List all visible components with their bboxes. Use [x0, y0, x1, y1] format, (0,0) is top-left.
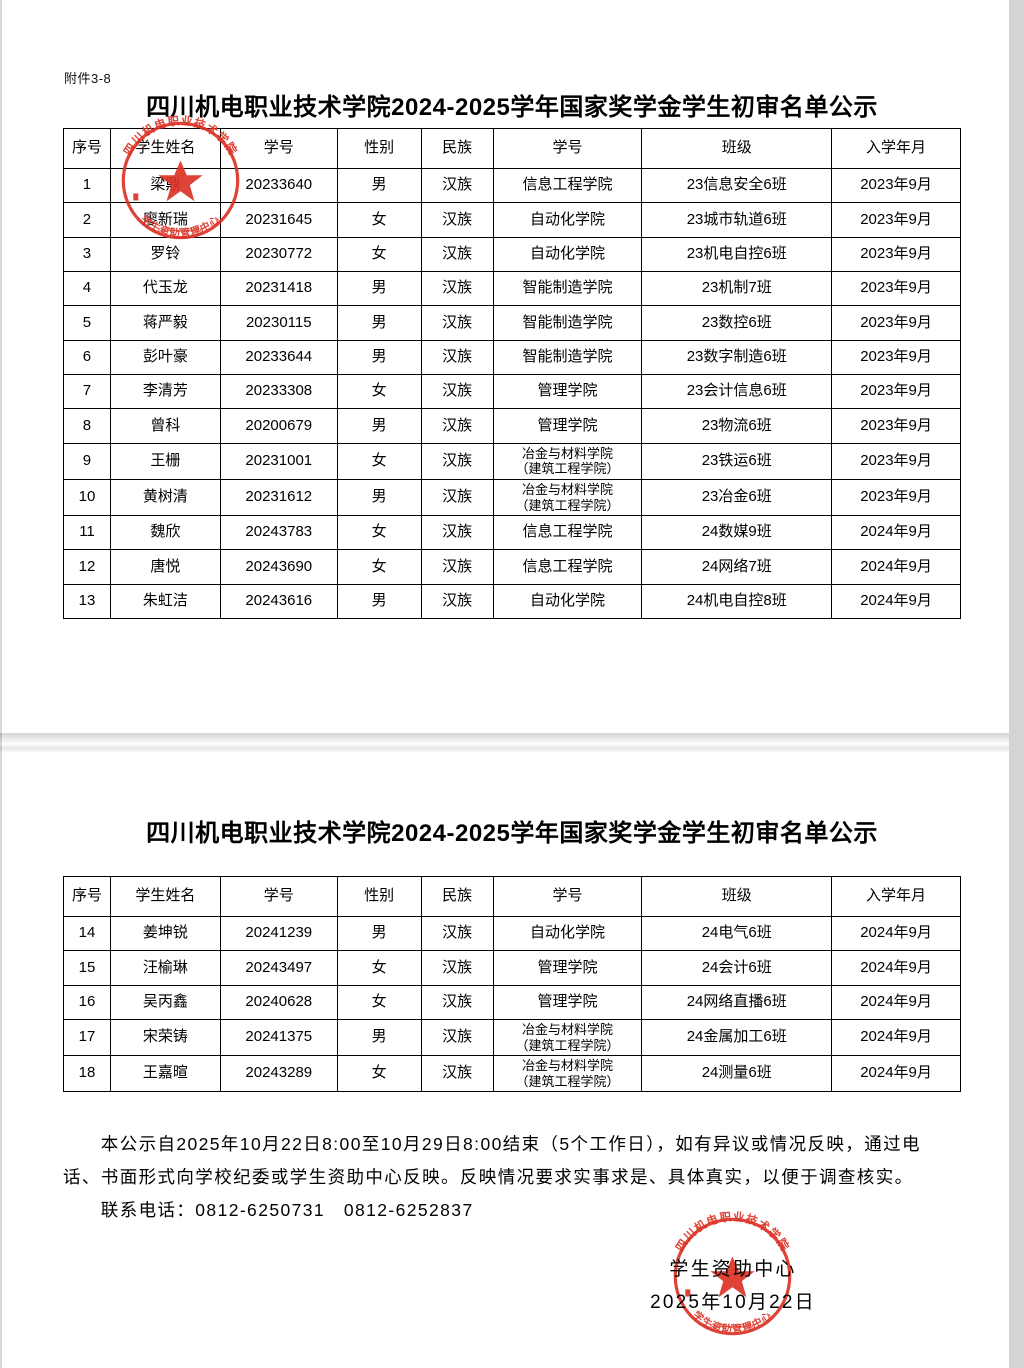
- svg-text:5104015024636: 5104015024636: [158, 228, 204, 234]
- svg-text:四川机电职业技术学院: 四川机电职业技术学院: [673, 1209, 792, 1253]
- svg-text:学生资助管理中心: 学生资助管理中心: [139, 212, 223, 239]
- svg-text:四川机电职业技术学院: 四川机电职业技术学院: [121, 113, 240, 157]
- svg-text:5104015024636: 5104015024636: [710, 1324, 756, 1330]
